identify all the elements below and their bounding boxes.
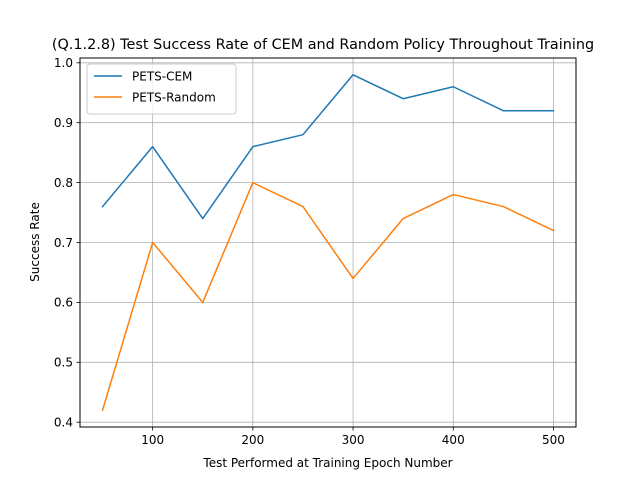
y-tick-label: 0.9 [54,116,73,130]
y-tick-label: 0.6 [54,296,73,310]
x-axis-label: Test Performed at Training Epoch Number [202,456,452,470]
y-tick-label: 0.4 [54,416,73,430]
legend-label: PETS-CEM [132,69,192,83]
y-tick-label: 0.7 [54,236,73,250]
x-tick-label: 100 [141,433,164,447]
x-tick-label: 300 [342,433,365,447]
y-axis-label: Success Rate [28,202,42,282]
series-line-pets-random [101,181,555,412]
x-tick-label: 400 [442,433,465,447]
legend-label: PETS-Random [132,90,216,104]
y-tick-label: 0.8 [54,176,73,190]
series-line-pets-cem [101,74,555,220]
y-tick-label: 1.0 [54,56,73,70]
legend: PETS-CEM PETS-Random [86,63,237,115]
y-tick-label: 0.5 [54,356,73,370]
x-axis: 100 200 300 400 500 [141,427,565,447]
x-tick-label: 200 [241,433,264,447]
legend-box [86,63,237,115]
y-axis: 0.4 0.5 0.6 0.7 0.8 0.9 1.0 [54,56,80,430]
x-tick-label: 500 [542,433,565,447]
series-layer [101,74,555,412]
chart-title: (Q.1.2.8) Test Success Rate of CEM and R… [52,37,594,53]
